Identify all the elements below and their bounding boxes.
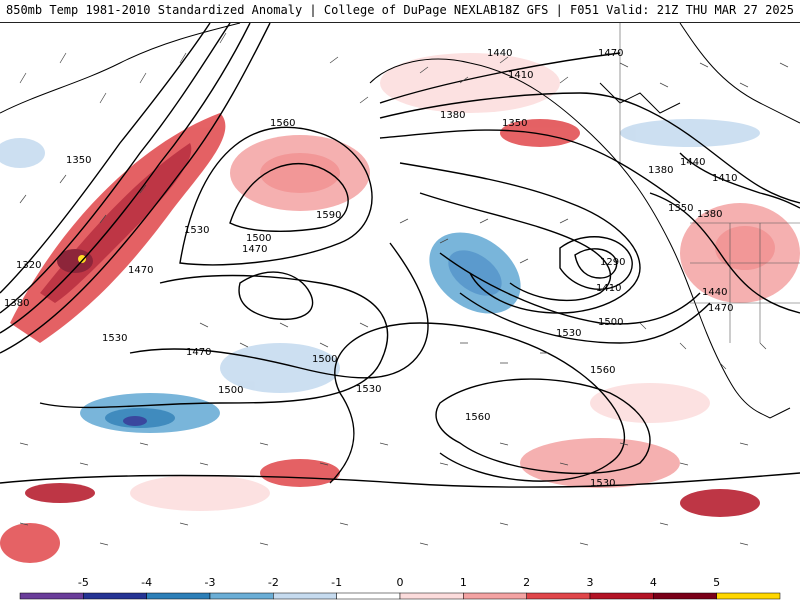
contour-label: 1410	[596, 283, 621, 294]
contour-label: 1290	[600, 257, 625, 268]
colorbar-tick-label: 1	[460, 576, 467, 589]
contour-label: 1530	[184, 225, 209, 236]
contour-labels: 1350 1320 1380 1470 1530 1560 1590 1530 …	[4, 48, 737, 489]
colorbar-ticks: -5 -4 -3 -2 -1 0 1 2 3 4 5	[78, 576, 720, 589]
model-run-info: 18Z GFS | F051 Valid: 21Z THU MAR 27 202…	[497, 3, 794, 17]
contour-label: 1380	[648, 165, 673, 176]
contour-label: 1350	[668, 203, 693, 214]
colorbar-segment	[209, 592, 274, 600]
colorbar-segment	[589, 592, 654, 600]
contour-label: 1440	[702, 287, 727, 298]
contour-label: 1470	[242, 244, 267, 255]
contour-label: 1380	[4, 298, 29, 309]
contour-label: 1410	[712, 173, 737, 184]
cold-band-canada	[620, 119, 760, 147]
height-contours	[0, 23, 800, 488]
contour-label: 1500	[598, 317, 623, 328]
colorbar-tick-label: -4	[141, 576, 152, 589]
colorbar-segment	[463, 592, 527, 600]
contour-label: 1560	[465, 412, 490, 423]
colorbar-tick-label: 2	[523, 576, 530, 589]
contour-label: 1350	[66, 155, 91, 166]
contour-label: 1560	[270, 118, 295, 129]
contour-label: 1350	[502, 118, 527, 129]
contour-label: 1560	[590, 365, 615, 376]
colorbar-tick-label: -5	[78, 576, 89, 589]
contour-label: 1500	[246, 233, 271, 244]
colorbar-segment	[716, 592, 781, 600]
colorbar-segment	[83, 592, 147, 600]
contour-label: 1530	[356, 384, 381, 395]
anomaly-map: 1350 1320 1380 1470 1530 1560 1590 1530 …	[0, 23, 800, 573]
colorbar-tick-label: 0	[397, 576, 404, 589]
contour-label: 1440	[680, 157, 705, 168]
contour-label: 1530	[102, 333, 127, 344]
colorbar-segment	[526, 592, 591, 600]
contour-label: 1320	[16, 260, 41, 271]
contour-label: 1380	[697, 209, 722, 220]
colorbar-segment	[653, 592, 717, 600]
colorbar-tick-label: 3	[587, 576, 594, 589]
colorbar-tick-label: 4	[650, 576, 657, 589]
anomaly-colorbar: -5 -4 -3 -2 -1 0 1 2 3 4 5	[19, 576, 781, 600]
colorbar-segment	[399, 592, 464, 600]
colorbar-tick-label: -1	[331, 576, 342, 589]
colorbar-segments	[19, 592, 781, 600]
contour-label: 1590	[316, 210, 341, 221]
contour-label: 1470	[708, 303, 733, 314]
colorbar-tick-label: 5	[713, 576, 720, 589]
warm-area-south	[520, 438, 680, 488]
contour-label: 1500	[312, 354, 337, 365]
colorbar-segment	[146, 592, 211, 600]
map-header: 850mb Temp 1981-2010 Standardized Anomal…	[0, 0, 800, 23]
colorbar-segment	[19, 592, 84, 600]
contour-label: 1530	[556, 328, 581, 339]
contour-label: 1410	[508, 70, 533, 81]
wind-barbs	[19, 32, 789, 546]
extreme-warm-spot	[78, 255, 86, 263]
contour-label: 1440	[487, 48, 512, 59]
colorbar-segment	[336, 592, 401, 600]
contour-label: 1470	[186, 347, 211, 358]
contour-label: 1500	[218, 385, 243, 396]
contour-label: 1470	[128, 265, 153, 276]
map-background	[0, 23, 800, 573]
warm-band-alaska	[500, 119, 580, 147]
colorbar-tick-label: -2	[268, 576, 279, 589]
colorbar-segment	[273, 592, 337, 600]
colorbar-tick-label: -3	[205, 576, 216, 589]
contour-label: 1380	[440, 110, 465, 121]
contour-label: 1470	[598, 48, 623, 59]
political-borders	[619, 23, 800, 343]
map-title: 850mb Temp 1981-2010 Standardized Anomal…	[6, 3, 498, 17]
contour-label: 1530	[590, 478, 615, 489]
